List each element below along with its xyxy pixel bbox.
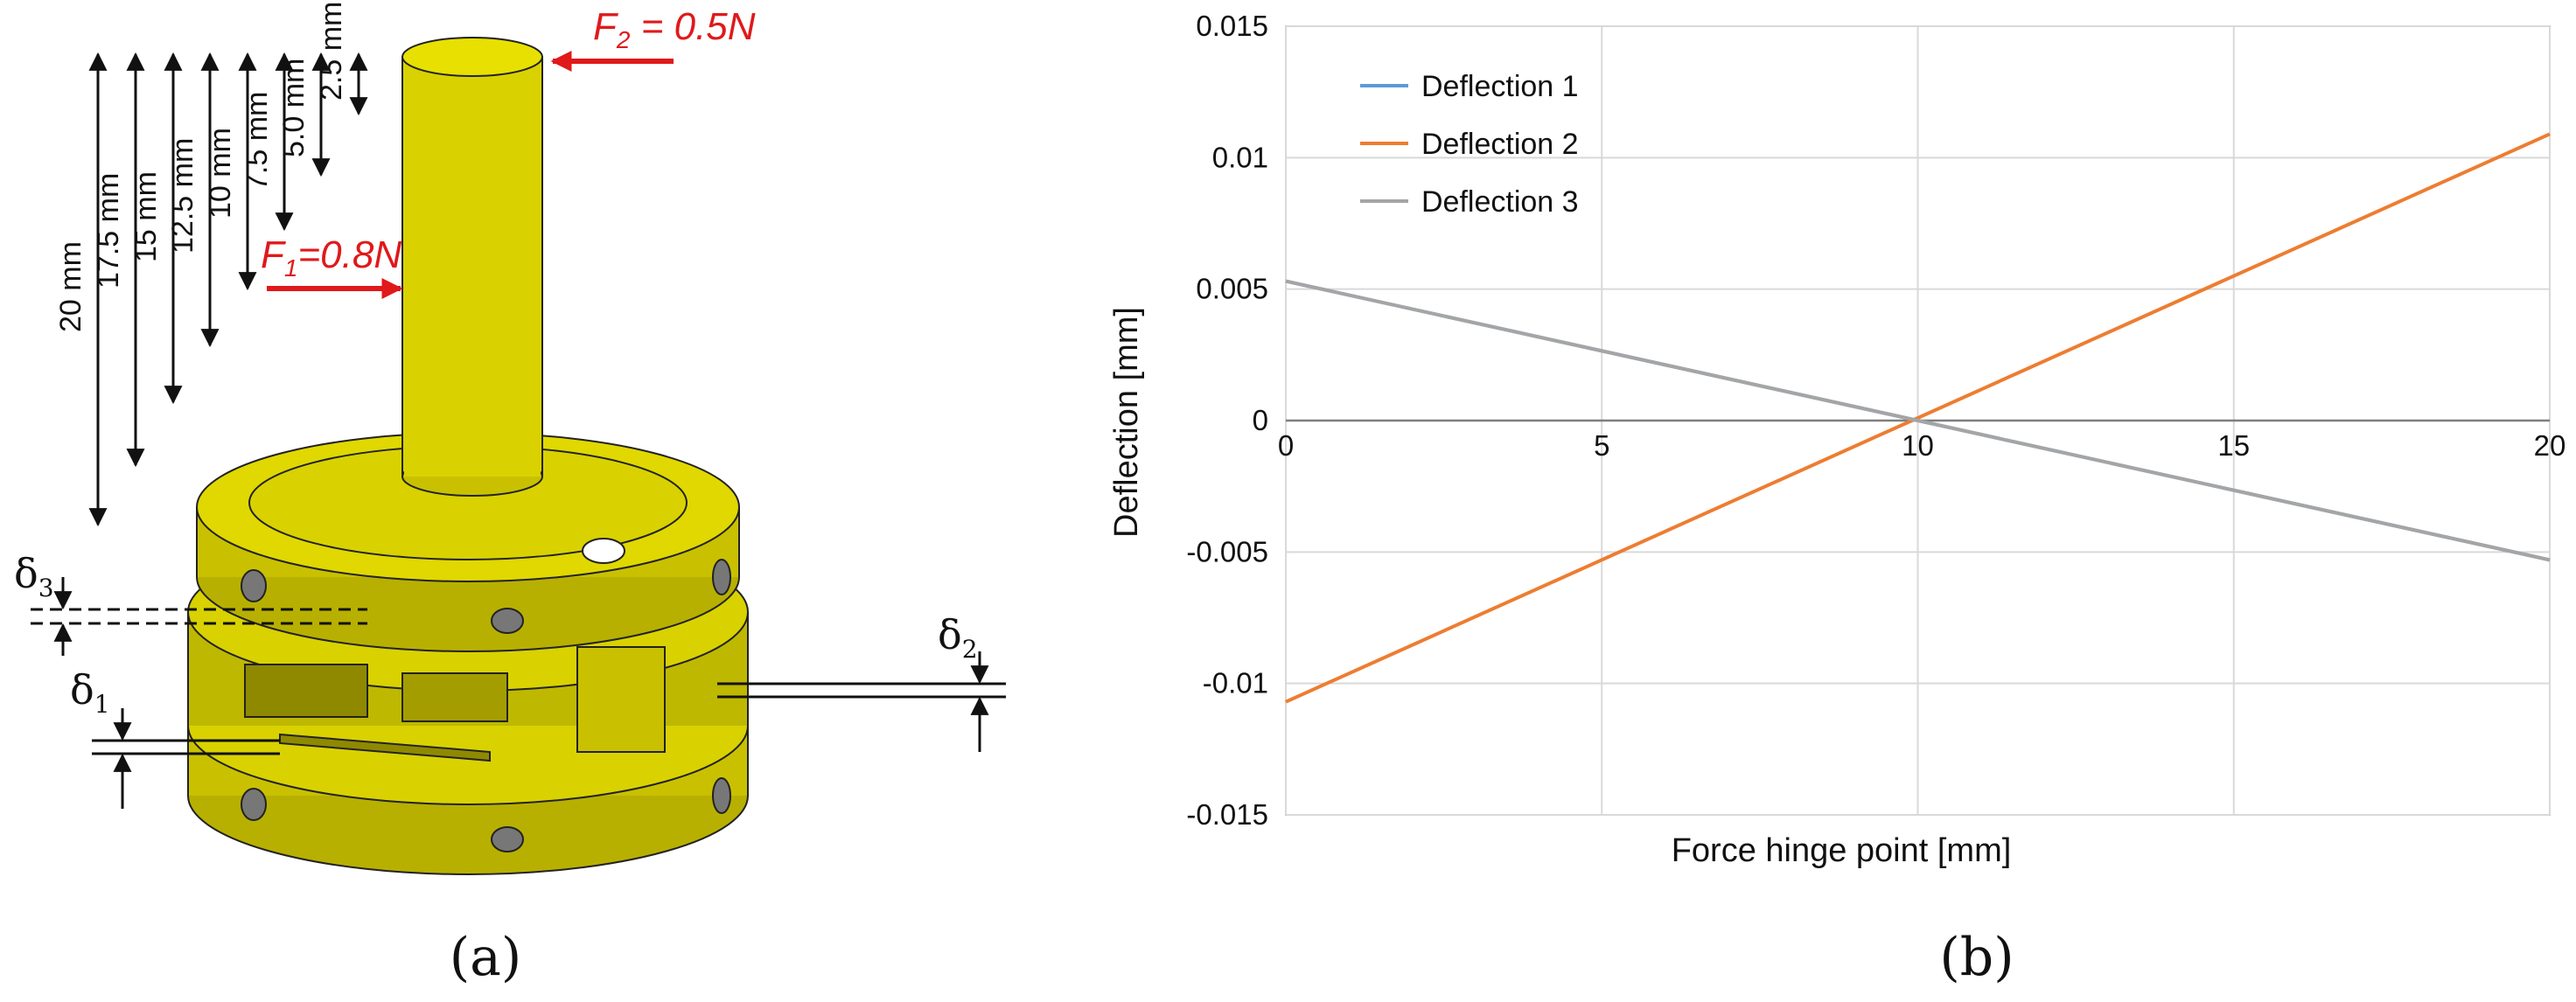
dimension-arrows [88,52,368,527]
legend-entry: Deflection 3 [1421,185,1579,219]
tick-labels: 0 5 10 15 20 0.015 0.01 0.005 0 -0.005 -0.01 -0.015 [1186,10,2566,831]
series-lines [1285,132,2551,704]
legend-entry: Deflection 1 [1421,70,1579,103]
panel-a-label: (a) [450,927,522,988]
dimension-label: 5.0 mm [277,59,311,157]
dimension-label: 10 mm [204,128,237,219]
deflection-chart: 0 5 10 15 20 0.015 0.01 0.005 0 -0.005 -0.01 -0.015… [1108,10,2566,869]
dimension-label: 20 mm [54,241,87,332]
y-tick-label: 0 [1253,404,1268,436]
legend-entry: Deflection 2 [1421,128,1579,161]
x-tick-label: 0 [1278,429,1294,462]
y-tick-label: 0.015 [1196,10,1268,42]
force-f1-label: F1=0.8N [261,233,401,282]
y-tick-label: 0.01 [1212,141,1268,173]
delta-3-label: δ3 [14,550,54,602]
x-tick-label: 15 [2217,429,2250,462]
dimension-label: 17.5 mm [92,173,125,289]
delta-2-marker [717,651,1006,752]
dimension-label: 2.5 mm [315,2,348,101]
y-tick-label: -0.005 [1186,535,1268,567]
x-tick-label: 20 [2534,429,2566,462]
dimension-label: 15 mm [129,171,163,262]
dimension-labels: 20 mm 17.5 mm 15 mm 12.5 mm 10 mm 7.5 mm… [54,2,348,332]
x-tick-label: 10 [1902,429,1934,462]
delta-2-label: δ2 [938,611,978,664]
delta-3-marker [31,577,367,656]
y-tick-label: 0.005 [1196,273,1268,305]
panel-b-label: (b) [1939,927,2014,988]
delta-1-label: δ1 [70,666,110,719]
dimension-label: 7.5 mm [241,92,274,191]
delta-1-marker [92,708,280,809]
series-line-3 [1285,279,2551,562]
series-line-2 [1285,132,2551,704]
y-axis-label: Deflection [mm] [1108,307,1145,538]
force-f2-label: F2 = 0.5N [593,5,756,53]
legend: Deflection 1 Deflection 2 Deflection 3 [1360,70,1579,219]
x-axis-label: Force hinge point [mm] [1672,832,2012,869]
mechanism-drawing [187,37,749,875]
y-tick-label: -0.015 [1186,798,1268,831]
force-arrows [267,51,674,299]
dimension-label: 12.5 mm [166,138,199,254]
y-tick-label: -0.01 [1203,667,1268,699]
x-tick-label: 5 [1594,429,1609,462]
